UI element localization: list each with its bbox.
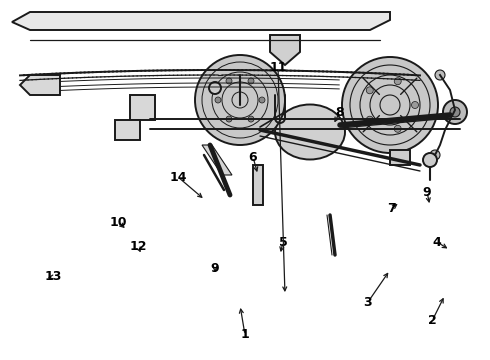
- Polygon shape: [202, 145, 232, 175]
- Circle shape: [226, 116, 232, 122]
- Circle shape: [248, 78, 254, 84]
- Circle shape: [423, 153, 437, 167]
- Text: 9: 9: [211, 261, 220, 275]
- Text: 2: 2: [428, 315, 437, 328]
- Ellipse shape: [275, 104, 345, 159]
- Circle shape: [259, 97, 265, 103]
- Circle shape: [366, 87, 373, 94]
- Text: 7: 7: [388, 202, 396, 215]
- Text: 5: 5: [279, 235, 287, 248]
- Polygon shape: [12, 12, 390, 30]
- Polygon shape: [20, 75, 60, 95]
- Circle shape: [248, 116, 254, 122]
- Text: 4: 4: [433, 235, 441, 248]
- Circle shape: [342, 57, 438, 153]
- Circle shape: [226, 78, 232, 84]
- Circle shape: [366, 116, 373, 123]
- Text: 1: 1: [241, 328, 249, 342]
- Circle shape: [412, 102, 418, 108]
- Circle shape: [435, 70, 445, 80]
- Circle shape: [195, 55, 285, 145]
- Text: 8: 8: [336, 105, 344, 118]
- Circle shape: [209, 82, 221, 94]
- Circle shape: [394, 125, 401, 132]
- Text: 9: 9: [423, 185, 431, 198]
- Text: 10: 10: [109, 216, 127, 229]
- Polygon shape: [270, 35, 300, 65]
- Circle shape: [430, 150, 440, 160]
- Polygon shape: [115, 120, 140, 140]
- Text: 14: 14: [169, 171, 187, 184]
- Circle shape: [443, 100, 467, 124]
- Polygon shape: [390, 150, 410, 165]
- Polygon shape: [130, 95, 155, 120]
- Text: 6: 6: [249, 150, 257, 163]
- Circle shape: [215, 97, 221, 103]
- Text: 3: 3: [364, 296, 372, 309]
- Circle shape: [394, 78, 401, 85]
- Text: 11: 11: [269, 60, 287, 73]
- Circle shape: [450, 107, 460, 117]
- Polygon shape: [253, 165, 263, 205]
- Text: 13: 13: [44, 270, 62, 284]
- Text: 12: 12: [129, 240, 147, 253]
